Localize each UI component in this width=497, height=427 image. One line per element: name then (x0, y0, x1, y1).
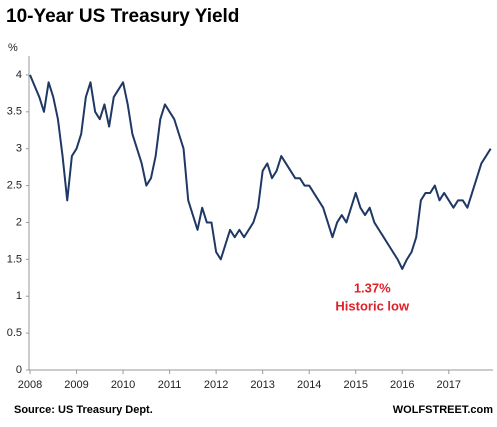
chart-title: 10-Year US Treasury Yield (6, 6, 239, 27)
y-tick-label: 1 (16, 290, 22, 302)
x-tick-label: 2015 (343, 379, 367, 391)
credit: WOLFSTREET.com (393, 404, 493, 416)
y-tick-label: 4 (16, 69, 22, 81)
y-tick-label: 1.5 (7, 253, 22, 265)
y-tick-label: 2 (16, 216, 22, 228)
x-tick-label: 2008 (18, 379, 42, 391)
annotation-value: 1.37% (354, 280, 391, 295)
x-tick-label: 2014 (297, 379, 321, 391)
y-tick-label: 3 (16, 143, 22, 155)
x-tick-label: 2016 (390, 379, 414, 391)
x-tick-label: 2017 (437, 379, 461, 391)
x-tick-label: 2013 (250, 379, 274, 391)
x-tick-label: 2010 (111, 379, 135, 391)
y-tick-label: 0 (16, 364, 22, 376)
x-tick-label: 2012 (204, 379, 228, 391)
x-tick-label: 2011 (158, 379, 182, 391)
y-tick-label: 2.5 (7, 179, 22, 191)
x-tick-label: 2009 (64, 379, 88, 391)
source: Source: US Treasury Dept. (14, 404, 153, 416)
annotation-text: Historic low (335, 298, 410, 313)
y-tick-label: 3.5 (7, 106, 22, 118)
y-tick-label: 0.5 (7, 327, 22, 339)
y-unit: % (8, 42, 18, 54)
line-series (29, 74, 492, 270)
